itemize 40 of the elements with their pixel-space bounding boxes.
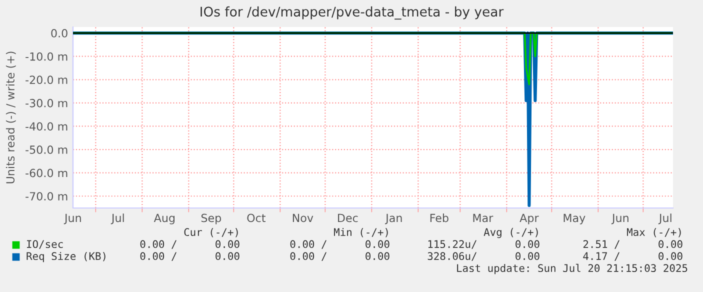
x-tick-label: Sep [201, 214, 222, 224]
text: 4.17 / 0.00 [583, 252, 682, 261]
text: Cur (-/+) [184, 228, 238, 238]
text: Min (-/+) [334, 228, 388, 238]
y-tick-label: -10.0 m [26, 52, 68, 61]
y-tick-label: -50.0 m [26, 146, 68, 154]
x-tick-label: Feb [430, 214, 448, 222]
x-tick-label: Jan [385, 214, 402, 224]
x-tick-label: Aug [154, 214, 175, 224]
x-tick-label: Jun [64, 214, 81, 224]
x-tick-label: Oct [247, 214, 266, 222]
y-tick-label: -20.0 m [26, 76, 68, 84]
y-tick-label: -40.0 m [26, 122, 68, 131]
x-tick-label: Jul [110, 214, 124, 224]
x-tick-label: May [564, 214, 586, 224]
y-tick-label: -30.0 m [26, 98, 68, 108]
text: 0.00 / 0.00 [290, 240, 390, 249]
text: Avg (-/+) [484, 228, 538, 238]
legend-label: IO/sec [27, 240, 63, 249]
x-tick-label: Apr [520, 214, 539, 224]
text: 328.06u/ 0.00 [428, 252, 540, 261]
y-tick-label: -70.0 m [26, 192, 68, 200]
y-axis-title: Units read (-) / write (+) [6, 52, 16, 184]
text: 0.00 / 0.00 [290, 252, 390, 261]
text: 115.22u/ 0.00 [428, 240, 540, 249]
y-tick-label: -60.0 m [26, 168, 68, 178]
text: 0.00 / 0.00 [140, 240, 240, 249]
legend-label: Req Size (KB) [26, 252, 106, 262]
text: Last update: Sun Jul 20 21:15:03 2025 [457, 264, 688, 274]
x-tick-label: Dec [338, 214, 358, 222]
text: 0.00 / 0.00 [140, 252, 240, 261]
x-tick-label: Nov [292, 214, 314, 222]
chart-title: IOs for /dev/mapper/pve-data_tmeta - by year [200, 6, 504, 20]
text: 2.51 / 0.00 [583, 240, 682, 249]
x-tick-label: Mar [473, 214, 494, 222]
x-tick-label: Jun [611, 214, 628, 224]
line-series [73, 32, 673, 86]
x-tick-label: Jul [658, 214, 672, 224]
y-tick-label: 0.0 [51, 29, 68, 38]
text: Max (-/+) [626, 228, 681, 238]
